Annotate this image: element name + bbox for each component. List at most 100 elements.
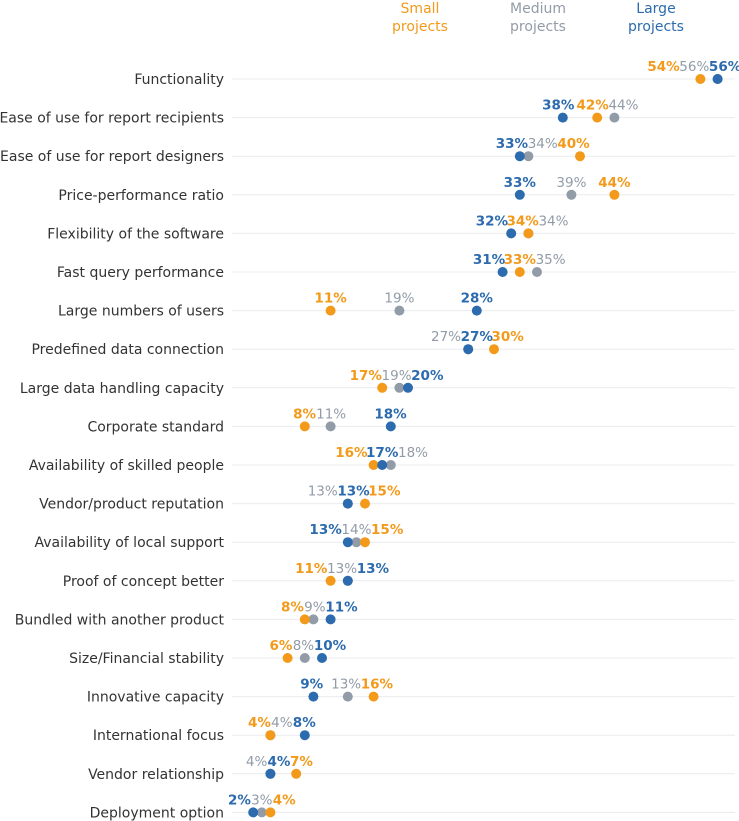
category-label-ease-of-use-for-report-designers: Ease of use for report designers (0, 149, 224, 165)
value-label-small-projects-proof-of-concept-better: 11% (295, 561, 328, 577)
value-label-medium-projects-flexibility-of-the-software: 34% (538, 213, 568, 229)
dot-medium-projects-availability-of-local-support (351, 537, 362, 548)
value-label-small-projects-vendor-relationship: 7% (290, 754, 313, 770)
dot-small-projects-ease-of-use-for-report-recipients (592, 112, 603, 123)
dot-medium-projects-deployment-option (256, 807, 267, 818)
category-label-vendor-relationship: Vendor relationship (88, 767, 224, 783)
dot-large-projects-availability-of-skilled-people (377, 460, 388, 470)
dot-medium-projects-ease-of-use-for-report-designers (523, 151, 534, 162)
value-label-small-projects-large-numbers-of-users: 11% (314, 291, 347, 307)
category-label-price-performance-ratio: Price-performance ratio (58, 188, 224, 204)
value-label-large-projects-large-numbers-of-users: 28% (461, 291, 494, 307)
category-label-large-numbers-of-users: Large numbers of users (58, 304, 224, 320)
dot-small-projects-innovative-capacity (368, 691, 379, 702)
dot-medium-projects-size-financial-stability (299, 653, 310, 663)
category-label-vendor-product-reputation: Vendor/product reputation (39, 497, 224, 513)
dot-small-projects-corporate-standard (299, 421, 310, 432)
dot-small-projects-fast-query-performance (514, 267, 525, 277)
dot-medium-projects-large-numbers-of-users (394, 305, 405, 316)
dot-small-projects-price-performance-ratio (609, 189, 620, 200)
value-label-small-projects-vendor-product-reputation: 15% (368, 484, 401, 500)
dot-large-projects-ease-of-use-for-report-recipients (557, 112, 568, 123)
value-label-small-projects-innovative-capacity: 16% (361, 677, 394, 693)
dot-small-projects-bundled-with-another-product (299, 614, 310, 625)
value-label-large-projects-predefined-data-connection: 27% (461, 329, 494, 345)
category-label-innovative-capacity: Innovative capacity (87, 690, 224, 706)
legend-label-large-line1: Large (636, 1, 676, 17)
dot-small-projects-flexibility-of-the-software (523, 228, 534, 239)
value-label-medium-projects-corporate-standard: 11% (316, 406, 346, 422)
category-label-functionality: Functionality (134, 72, 224, 88)
dot-small-projects-large-data-handling-capacity (377, 382, 388, 393)
category-label-availability-of-local-support: Availability of local support (34, 535, 224, 551)
value-label-medium-projects-ease-of-use-for-report-designers: 34% (528, 136, 558, 152)
value-label-small-projects-fast-query-performance: 33% (504, 252, 537, 268)
dot-small-projects-availability-of-skilled-people (368, 460, 379, 470)
dot-small-projects-large-numbers-of-users (325, 305, 336, 316)
legend-large-projects: Large projects (616, 0, 696, 36)
dot-medium-projects-availability-of-skilled-people (385, 460, 396, 470)
value-label-medium-projects-large-numbers-of-users: 19% (384, 291, 414, 307)
value-label-medium-projects-predefined-data-connection: 27% (431, 329, 461, 345)
value-label-small-projects-availability-of-skilled-people: 16% (335, 445, 368, 461)
value-label-medium-projects-international-focus: 4% (271, 715, 293, 731)
dot-small-projects-ease-of-use-for-report-designers (575, 151, 585, 162)
value-label-small-projects-ease-of-use-for-report-designers: 40% (557, 136, 590, 152)
dot-large-projects-corporate-standard (385, 421, 396, 432)
dot-large-projects-size-financial-stability (317, 653, 327, 663)
value-label-large-projects-ease-of-use-for-report-recipients: 38% (542, 98, 575, 114)
value-label-medium-projects-size-financial-stability: 8% (293, 638, 315, 654)
dot-large-projects-vendor-product-reputation (342, 498, 353, 509)
dot-small-projects-functionality (695, 74, 706, 84)
category-label-corporate-standard: Corporate standard (87, 419, 224, 435)
dot-large-projects-international-focus (299, 730, 310, 741)
dot-large-projects-vendor-relationship (265, 768, 276, 779)
value-label-small-projects-corporate-standard: 8% (293, 406, 316, 422)
dot-large-projects-price-performance-ratio (514, 189, 525, 200)
value-label-small-projects-availability-of-local-support: 15% (371, 522, 404, 538)
dot-small-projects-vendor-product-reputation (360, 498, 370, 509)
value-label-large-projects-deployment-option: 2% (228, 792, 251, 808)
dot-small-projects-proof-of-concept-better (325, 575, 336, 586)
value-label-medium-projects-deployment-option: 3% (251, 792, 273, 808)
category-label-fast-query-performance: Fast query performance (57, 265, 224, 281)
dot-small-projects-deployment-option (265, 807, 276, 818)
dot-large-projects-availability-of-local-support (342, 537, 353, 548)
dot-medium-projects-fast-query-performance (532, 267, 542, 277)
value-label-medium-projects-innovative-capacity: 13% (331, 677, 361, 693)
legend-label-small-line1: Small (400, 1, 440, 17)
value-label-small-projects-flexibility-of-the-software: 34% (507, 213, 540, 229)
category-label-availability-of-skilled-people: Availability of skilled people (29, 458, 224, 474)
category-label-predefined-data-connection: Predefined data connection (31, 342, 224, 358)
category-label-flexibility-of-the-software: Flexibility of the software (47, 226, 224, 242)
value-label-large-projects-flexibility-of-the-software: 32% (476, 213, 509, 229)
value-label-small-projects-deployment-option: 4% (273, 792, 296, 808)
category-label-large-data-handling-capacity: Large data handling capacity (20, 381, 224, 397)
dot-small-projects-size-financial-stability (282, 653, 293, 663)
dot-large-projects-fast-query-performance (497, 267, 508, 277)
value-label-medium-projects-large-data-handling-capacity: 19% (382, 368, 412, 384)
category-label-proof-of-concept-better: Proof of concept better (63, 574, 224, 590)
legend-label-small-line2: projects (392, 19, 448, 35)
value-label-medium-projects-vendor-relationship: 4% (246, 754, 268, 770)
value-label-large-projects-proof-of-concept-better: 13% (357, 561, 390, 577)
value-label-large-projects-fast-query-performance: 31% (473, 252, 506, 268)
dot-medium-projects-ease-of-use-for-report-recipients (609, 112, 620, 123)
value-label-medium-projects-availability-of-skilled-people: 18% (398, 445, 428, 461)
dot-large-projects-large-numbers-of-users (471, 305, 482, 316)
value-label-medium-projects-ease-of-use-for-report-recipients: 44% (608, 98, 638, 114)
value-label-large-projects-large-data-handling-capacity: 20% (411, 368, 444, 384)
value-label-large-projects-innovative-capacity: 9% (300, 677, 323, 693)
dot-large-projects-innovative-capacity (308, 691, 319, 702)
value-label-small-projects-price-performance-ratio: 44% (598, 175, 631, 191)
value-label-small-projects-functionality: 54% (647, 59, 680, 75)
category-label-bundled-with-another-product: Bundled with another product (15, 612, 225, 628)
category-label-international-focus: International focus (93, 728, 224, 744)
category-label-size-financial-stability: Size/Financial stability (69, 651, 224, 667)
legend-label-medium-line1: Medium (510, 1, 566, 17)
dot-large-projects-large-data-handling-capacity (403, 382, 413, 393)
value-label-small-projects-size-financial-stability: 6% (270, 638, 293, 654)
legend-label-large-line2: projects (628, 19, 684, 35)
dot-large-projects-proof-of-concept-better (342, 575, 353, 586)
